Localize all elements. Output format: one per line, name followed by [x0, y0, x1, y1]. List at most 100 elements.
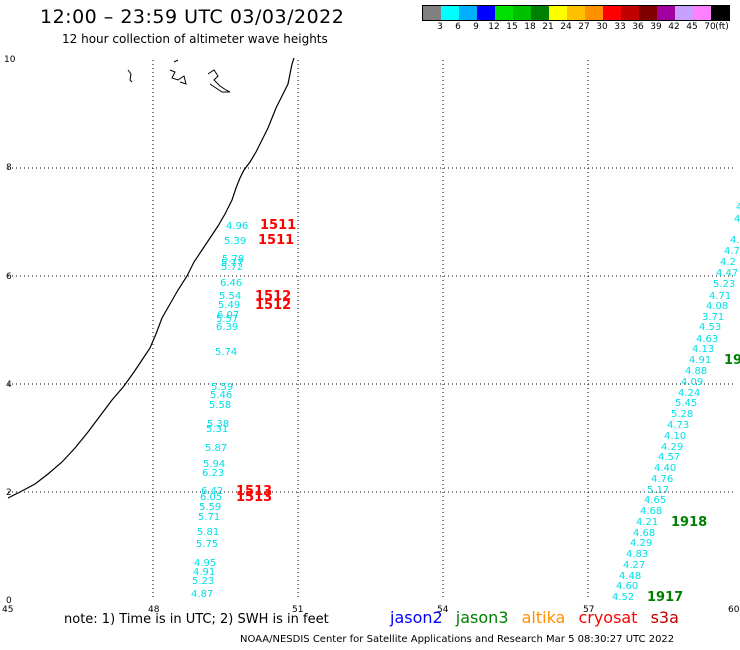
color-scale-legend	[422, 5, 730, 21]
wave-height-label: 4.29	[630, 538, 652, 549]
legend-swatch	[495, 6, 513, 20]
legend-label: 6	[455, 22, 461, 32]
legend-swatch	[657, 6, 675, 20]
y-tick-label: 10	[4, 55, 16, 65]
legend-swatch	[585, 6, 603, 20]
legend-label: 24	[560, 22, 572, 32]
legend-swatch	[423, 6, 441, 20]
x-tick-label: 60	[728, 605, 740, 615]
legend-swatch	[639, 6, 657, 20]
wave-height-label: 5.46	[210, 390, 232, 401]
island-1	[127, 69, 133, 83]
wave-height-label: 6.42	[201, 486, 223, 497]
legend-swatch	[603, 6, 621, 20]
lat-lon-grid	[8, 60, 733, 600]
legend-swatch	[711, 6, 729, 20]
wave-height-label: 6.46	[220, 278, 242, 289]
wave-height-label: 5.39	[224, 236, 246, 247]
x-axis-labels: 45 48 51 54 57 60	[2, 605, 740, 615]
legend-label: 12	[488, 22, 500, 32]
y-tick-label: 8	[6, 163, 12, 173]
wave-height-label: 4.68	[640, 506, 662, 517]
wave-height-label: 5.59	[211, 382, 233, 393]
wave-height-label: 5.31	[206, 424, 228, 435]
wave-height-label: 5.71	[198, 512, 220, 523]
wave-height-label: 4.53	[699, 322, 721, 333]
pass-time-label: 1511	[260, 218, 296, 233]
legend-swatch	[675, 6, 693, 20]
wave-height-label: 4.57	[658, 452, 680, 463]
wave-height-label: 4.76	[651, 474, 673, 485]
wave-height-label: 4.52	[612, 592, 634, 603]
page-subtitle: 12 hour collection of altimeter wave hei…	[62, 32, 328, 46]
coastline	[7, 57, 295, 499]
legend-label: 3	[437, 22, 443, 32]
wave-height-label: 4.	[730, 235, 740, 246]
legend-swatch	[441, 6, 459, 20]
wave-height-label: 4.95	[194, 558, 216, 569]
pass-time-label: 1513	[236, 484, 272, 499]
wave-height-label: 5.94	[203, 459, 225, 470]
wave-height-label: 5.23	[192, 576, 214, 587]
legend-swatch	[477, 6, 495, 20]
wave-height-label: 4.73	[667, 420, 689, 431]
legend-label: (ft)	[715, 22, 729, 32]
satellite-list: jason2 jason3 altika cryosat s3a	[390, 608, 687, 627]
wave-height-label: 5.54	[219, 291, 241, 302]
legend-label: 42	[668, 22, 680, 32]
legend-swatch	[549, 6, 567, 20]
legend-label: 33	[614, 22, 626, 32]
x-tick-label: 45	[2, 605, 13, 615]
wave-height-label: 5.72	[221, 262, 243, 273]
island-4	[173, 59, 179, 63]
x-tick-label: 51	[292, 605, 303, 615]
pass-time-label: 1513	[236, 490, 272, 505]
wave-height-label: 4.10	[664, 431, 686, 442]
wave-height-label: 5.75	[196, 539, 218, 550]
wave-height-label: 5.59	[199, 502, 221, 513]
wave-height-label: 4.27	[623, 560, 645, 571]
legend-swatch	[513, 6, 531, 20]
wave-height-label: 4.21	[636, 517, 658, 528]
pass-time-label: 1511	[258, 233, 294, 248]
east-track: 4. 4. 4. 4.7 4.2 4.47 5.23 4.71 4.08 3.7…	[612, 202, 740, 603]
wave-height-label: 6.05	[200, 492, 222, 503]
wave-height-label: 4.68	[633, 528, 655, 539]
wave-height-label: 4.91	[193, 567, 215, 578]
wave-height-label: 5.38	[207, 419, 229, 430]
wave-height-label: 4.48	[619, 571, 641, 582]
satellite-altika: altika	[521, 608, 566, 627]
legend-label: 39	[650, 22, 662, 32]
wave-height-label: 3.71	[702, 312, 724, 323]
wave-height-label: 6.39	[216, 322, 238, 333]
wave-height-label: 4.7	[724, 246, 740, 257]
legend-swatch	[459, 6, 477, 20]
legend-label: 36	[632, 22, 644, 32]
wave-height-label: 5.23	[713, 279, 735, 290]
y-axis-labels: 10 8 6 4 2 0	[4, 55, 16, 606]
satellite-jason3: jason3	[455, 608, 509, 627]
wave-height-label: 4.88	[685, 366, 707, 377]
legend-swatch	[567, 6, 585, 20]
wave-height-label: 4.08	[706, 301, 728, 312]
wave-height-label: 4.	[736, 202, 740, 213]
legend-label: 18	[524, 22, 536, 32]
wave-height-label: 5.57	[216, 314, 238, 325]
pass-time-label: 1512	[255, 298, 291, 313]
legend-swatch	[621, 6, 639, 20]
legend-swatch	[693, 6, 711, 20]
legend-label: 21	[542, 22, 554, 32]
y-tick-label: 2	[6, 488, 12, 498]
legend-label: 45	[686, 22, 698, 32]
legend-label: 9	[473, 22, 479, 32]
pass-time-label: 1512	[255, 289, 291, 304]
credit-line: NOAA/NESDIS Center for Satellite Applica…	[240, 634, 675, 645]
legend-label: 30	[596, 22, 608, 32]
satellite-cryosat: cryosat	[578, 608, 638, 627]
wave-height-label: 4.91	[689, 355, 711, 366]
wave-height-label: 4.71	[709, 291, 731, 302]
wave-height-label: 5.45	[675, 398, 697, 409]
wave-height-label: 4.87	[191, 589, 213, 600]
